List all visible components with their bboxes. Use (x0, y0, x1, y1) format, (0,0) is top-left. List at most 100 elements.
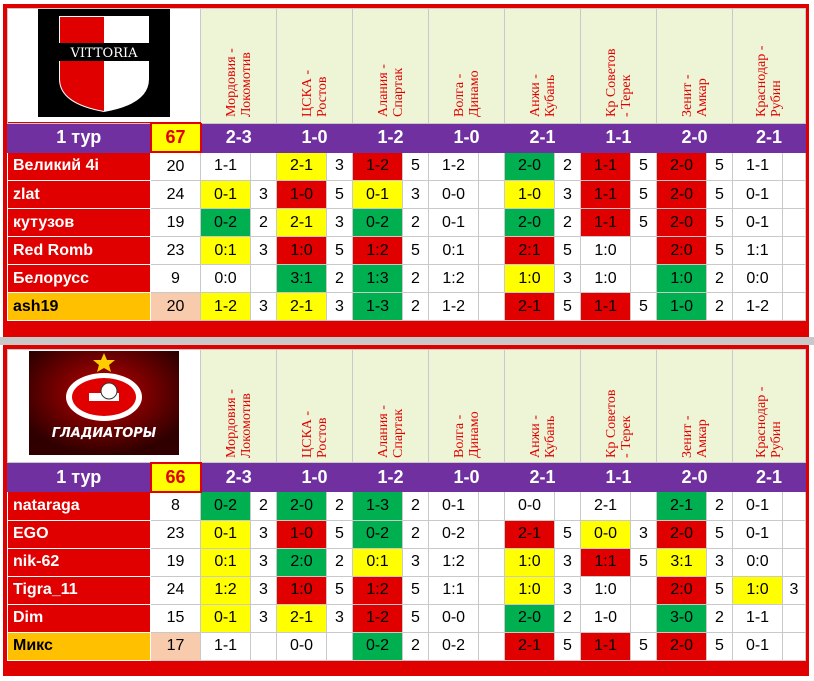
match-name: Алания - Спартак (375, 64, 406, 117)
points-cell: 3 (250, 236, 277, 265)
player-name[interactable]: zlat (7, 180, 151, 209)
points-cell: 2 (554, 603, 581, 633)
prediction-cell: 0-0 (428, 603, 479, 633)
prediction-cell: 0-2 (352, 519, 403, 549)
points-cell (782, 491, 806, 521)
points-cell: 2 (326, 491, 353, 521)
player-row[interactable]: Red Romb 23 0:1 3 1:0 5 1:2 5 0:1 2:1 5 1:0 2:0 5 1:1 (7, 236, 806, 265)
points-cell: 5 (706, 151, 733, 181)
player-row[interactable]: Dim 15 0-1 3 2-1 3 1-2 5 0-0 2-0 2 1-0 3-0 2 1-1 (7, 603, 806, 633)
prediction-cell: 2-0 (656, 208, 707, 237)
prediction-cell: 0-1 (200, 603, 251, 633)
points-cell: 3 (326, 603, 353, 633)
prediction-cell: 0-1 (732, 519, 783, 549)
prediction-cell: 0-2 (200, 208, 251, 237)
points-cell: 2 (402, 264, 429, 293)
prediction-cell: 1:0 (656, 264, 707, 293)
points-cell (478, 180, 505, 209)
tour-row: 1 тур 66 2-3 1-0 1-2 1-0 2-1 1-1 2-0 2-1 (7, 461, 806, 493)
svg-text:ГЛАДИАТОРЫ: ГЛАДИАТОРЫ (52, 426, 157, 441)
points-cell (554, 491, 581, 521)
prediction-cell: 2-0 (656, 180, 707, 209)
player-row[interactable]: Белорусс 9 0:0 3:1 2 1:3 2 1:2 1:0 3 1:0 1:0 2 0:0 (7, 264, 806, 293)
points-cell: 3 (554, 575, 581, 605)
player-row[interactable]: nataraga 8 0-2 2 2-0 2 1-3 2 0-1 0-0 2-1 2-1 2 0-1 (7, 491, 806, 521)
prediction-cell: 0-1 (732, 491, 783, 521)
prediction-cell: 1-2 (352, 151, 403, 181)
prediction-cell: 1:2 (352, 575, 403, 605)
points-cell: 3 (782, 575, 806, 605)
prediction-cell: 1-2 (352, 603, 403, 633)
player-row[interactable]: Микс 17 1-1 0-0 0-2 2 0-2 2-1 5 1-1 5 2-0 5 0-1 (7, 631, 806, 661)
points-cell (478, 575, 505, 605)
points-cell: 2 (402, 519, 429, 549)
prediction-cell: 0-1 (732, 208, 783, 237)
player-name[interactable]: ash19 (7, 292, 151, 321)
prediction-cell: 0-1 (200, 180, 251, 209)
player-row[interactable]: Tigra_11 24 1:2 3 1:0 5 1:2 5 1:1 1:0 3 1:0 2:0 5 1:0 3 (7, 575, 806, 605)
match-header: ЦСКА - Ростов (276, 349, 353, 463)
prediction-cell: 1-1 (200, 631, 251, 661)
prediction-cell: 0:0 (200, 264, 251, 293)
match-header: Кр Советов - Терек (580, 349, 657, 463)
match-result: 2-0 (656, 462, 733, 492)
player-row[interactable]: ash19 20 1-2 3 2-1 3 1-3 2 1-2 2-1 5 1-1 5 1-0 2 1-2 (7, 292, 806, 321)
player-name[interactable]: Dim (7, 603, 151, 633)
player-name[interactable]: кутузов (7, 208, 151, 237)
predictions-table: VITTORIA Мордовия - Локомотив ЦСКА - Росто… (7, 8, 806, 321)
points-cell: 5 (630, 631, 657, 661)
match-header: Зенит - Амкар (656, 8, 733, 124)
prediction-cell: 1:2 (352, 236, 403, 265)
player-name[interactable]: EGO (7, 519, 151, 549)
points-cell (478, 491, 505, 521)
player-name[interactable]: Белорусс (7, 264, 151, 293)
player-row[interactable]: nik-62 19 0:1 3 2:0 2 0:1 3 1:2 1:0 3 1:1 5 3:1 3 0:0 (7, 547, 806, 577)
points-cell: 2 (250, 208, 277, 237)
points-cell (782, 603, 806, 633)
prediction-cell: 1-1 (580, 292, 631, 321)
prediction-cell: 1-2 (200, 292, 251, 321)
match-header: Алания - Спартак (352, 8, 429, 124)
player-total: 24 (150, 575, 201, 605)
team-panel-vittoria: VITTORIA Мордовия - Локомотив ЦСКА - Росто… (3, 4, 809, 337)
match-name: Кр Советов - Терек (603, 48, 634, 117)
match-name: Кр Советов - Терек (603, 389, 634, 458)
match-name: Алания - Спартак (375, 405, 406, 458)
player-name[interactable]: nataraga (7, 491, 151, 521)
points-cell: 3 (250, 547, 277, 577)
player-name[interactable]: Микс (7, 631, 151, 661)
points-cell: 3 (402, 547, 429, 577)
prediction-cell: 0-0 (276, 631, 327, 661)
player-name[interactable]: Великий 4i (7, 151, 151, 181)
points-cell (478, 151, 505, 181)
prediction-cell: 2-1 (276, 208, 327, 237)
player-row[interactable]: zlat 24 0-1 3 1-0 5 0-1 3 0-0 1-0 3 1-1 5 2-0 5 0-1 (7, 180, 806, 209)
prediction-cell: 1:2 (428, 264, 479, 293)
points-cell: 3 (554, 264, 581, 293)
points-cell (630, 575, 657, 605)
player-total: 19 (150, 547, 201, 577)
team-logo: VITTORIA (7, 8, 201, 124)
player-row[interactable]: кутузов 19 0-2 2 2-1 3 0-2 2 0-1 2-0 2 1-1 5 2-0 5 0-1 (7, 208, 806, 237)
points-cell: 3 (250, 292, 277, 321)
points-cell (250, 151, 277, 181)
prediction-cell: 1-2 (428, 292, 479, 321)
prediction-cell: 0-0 (580, 519, 631, 549)
points-cell: 3 (630, 519, 657, 549)
player-name[interactable]: Red Romb (7, 236, 151, 265)
points-cell: 5 (326, 180, 353, 209)
points-cell: 2 (402, 631, 429, 661)
player-name[interactable]: nik-62 (7, 547, 151, 577)
prediction-cell: 2-1 (656, 491, 707, 521)
player-row[interactable]: EGO 23 0-1 3 1-0 5 0-2 2 0-2 2-1 5 0-0 3 2-0 5 0-1 (7, 519, 806, 549)
prediction-cell: 1-1 (732, 151, 783, 181)
prediction-cell: 1:0 (504, 264, 555, 293)
player-row[interactable]: Великий 4i 20 1-1 2-1 3 1-2 5 1-2 2-0 2 1-1 5 2-0 5 1-… (7, 151, 806, 181)
points-cell: 2 (402, 208, 429, 237)
prediction-cell: 2-0 (656, 151, 707, 181)
points-cell: 5 (554, 631, 581, 661)
prediction-cell: 1-0 (276, 519, 327, 549)
points-cell: 5 (706, 236, 733, 265)
player-name[interactable]: Tigra_11 (7, 575, 151, 605)
points-cell: 5 (706, 208, 733, 237)
